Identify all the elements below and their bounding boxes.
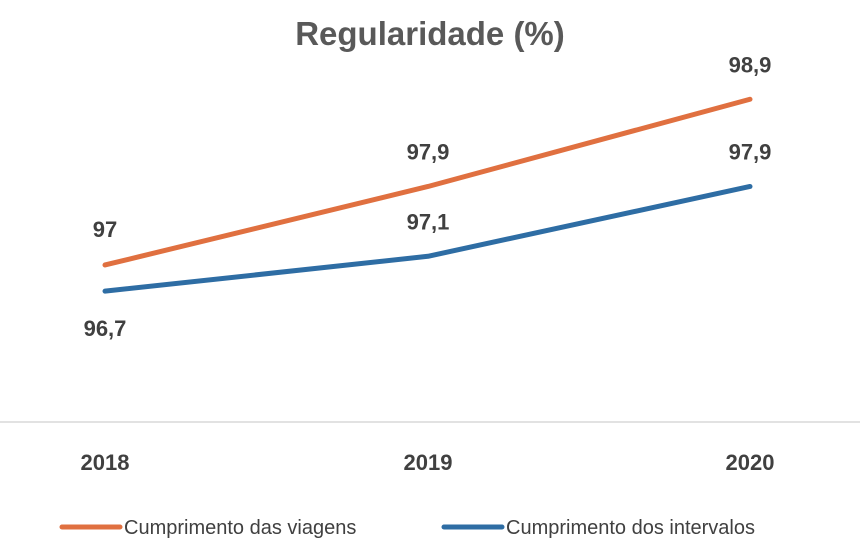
legend-item: Cumprimento das viagens	[59, 517, 356, 539]
data-label: 98,9	[729, 52, 772, 77]
x-tick-label: 2020	[726, 450, 775, 475]
series-line-1	[102, 96, 753, 268]
x-tick-label: 2018	[81, 450, 130, 475]
x-tick-label: 2019	[404, 450, 453, 475]
data-label: 97	[93, 217, 117, 242]
legend-item: Cumprimento dos intervalos	[441, 517, 755, 539]
legend: Cumprimento das viagens Cumprimento dos i…	[59, 517, 755, 539]
data-label: 96,7	[84, 316, 127, 341]
data-label: 97,9	[407, 139, 450, 164]
series-layer	[102, 96, 753, 294]
data-label: 97,1	[407, 209, 450, 234]
data-label: 97,9	[729, 139, 772, 164]
legend-label: Cumprimento dos intervalos	[506, 517, 755, 539]
series-line-2	[102, 183, 753, 294]
data-label-layer: 97 97,9 98,9 96,7 97,1 97,9	[84, 52, 772, 341]
legend-label: Cumprimento das viagens	[124, 517, 356, 539]
chart-title: Regularidade (%)	[295, 15, 565, 52]
x-tick-layer: 2018 2019 2020	[81, 450, 775, 475]
